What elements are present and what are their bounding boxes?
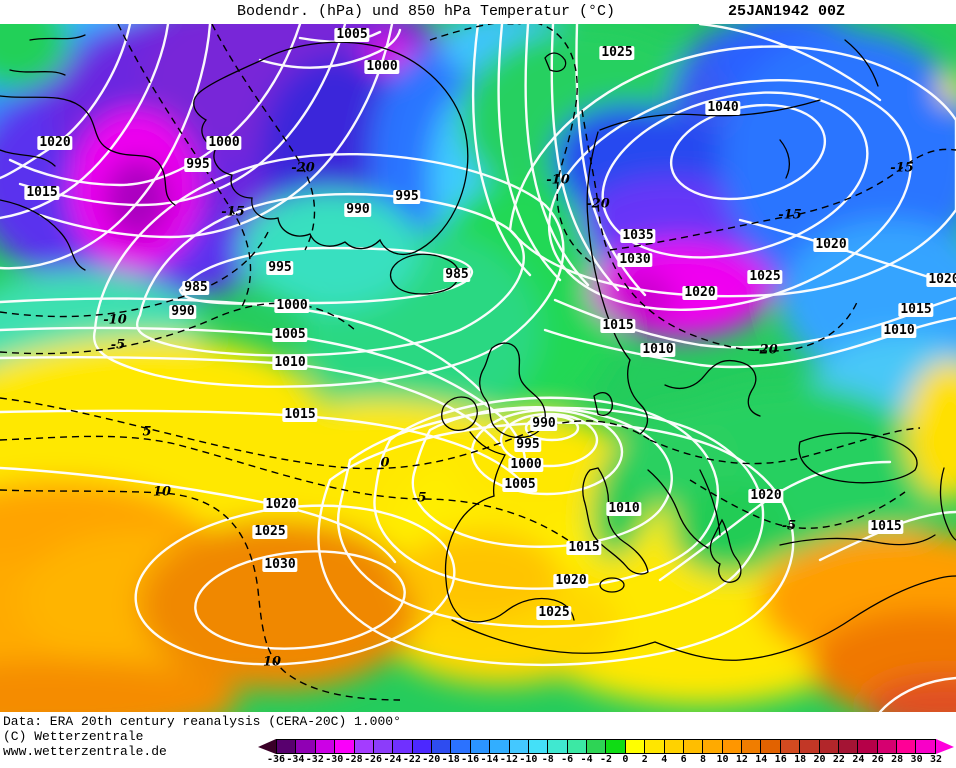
colorbar-cell (916, 740, 935, 753)
colorbar-cell (548, 740, 568, 753)
colorbar-tick: -14 (480, 754, 499, 765)
colorbar-cell (432, 740, 452, 753)
colorbar-tick: 32 (929, 754, 943, 765)
colorbar-cell (645, 740, 665, 753)
colorbar-tick: -10 (519, 754, 538, 765)
copyright-text: (C) Wetterzentrale (3, 729, 144, 744)
colorbar-cell (683, 740, 704, 753)
chart-title: Bodendr. (hPa) und 850 hPa Temperatur (°… (237, 3, 616, 20)
colorbar-cell (587, 740, 607, 753)
colorbar-tick: 26 (871, 754, 884, 765)
colorbar-cell (315, 740, 336, 753)
colorbar-cell (800, 740, 820, 753)
colorbar-cell (742, 740, 762, 753)
colorbar-left-arrow (258, 739, 276, 754)
colorbar-tick: 12 (735, 754, 748, 765)
colorbar-tick: 16 (774, 754, 787, 765)
coastlines (0, 34, 956, 661)
colorbar-tick: -8 (541, 754, 554, 765)
isotherm-lines (0, 24, 956, 701)
colorbar-cell (858, 740, 878, 753)
colorbar-tick: 18 (794, 754, 807, 765)
colorbar-cell (470, 740, 491, 753)
colorbar-cell (373, 740, 394, 753)
colorbar-tick: -22 (402, 754, 421, 765)
colorbar-tick: -24 (383, 754, 402, 765)
colorbar-tick: 24 (852, 754, 865, 765)
colorbar-cell (490, 740, 510, 753)
colorbar-cell (567, 740, 587, 753)
colorbar-tick: 28 (891, 754, 904, 765)
colorbar-cell (393, 740, 413, 753)
colorbar-cell (897, 740, 917, 753)
colorbar-tick: 30 (910, 754, 923, 765)
colorbar-cell (528, 740, 549, 753)
colorbar-tick: -2 (599, 754, 613, 765)
colorbar-cell (606, 740, 626, 753)
colorbar-tick: 2 (641, 754, 648, 765)
data-source-text: Data: ERA 20th century reanalysis (CERA-… (3, 714, 401, 729)
colorbar-tick: -18 (441, 754, 460, 765)
colorbar-cell (354, 740, 374, 753)
colorbar-cell (625, 740, 646, 753)
colorbar-tick: 4 (661, 754, 668, 765)
colorbar-cell (509, 740, 529, 753)
colorbar-cell (838, 740, 859, 753)
map-area (0, 24, 956, 712)
colorbar-tick-labels: -36 -34 -32 -30 -28 -26 -24 -22 -20 -18 -16 -14 -12-… (258, 754, 954, 766)
colorbar-cell (761, 740, 781, 753)
colorbar-tick: -36 (266, 754, 286, 765)
colorbar-tick: 6 (680, 754, 687, 765)
colorbar-cell (296, 740, 316, 753)
colorbar-tick: -34 (286, 754, 305, 765)
colorbar-tick: 10 (716, 754, 729, 765)
colorbar-tick: -6 (561, 754, 574, 765)
colorbar-tick: -4 (580, 754, 593, 765)
title-bar: Bodendr. (hPa) und 850 hPa Temperatur (°… (0, 0, 956, 24)
colorbar-right-arrow (936, 739, 954, 754)
colorbar-tick: 0 (622, 754, 629, 765)
colorbar-tick: -20 (422, 754, 441, 765)
weather-map-graphic (0, 24, 956, 712)
colorbar-tick: 8 (700, 754, 707, 765)
colorbar-cell (412, 740, 432, 753)
colorbar-cells (276, 739, 936, 754)
temperature-shading (0, 24, 956, 712)
colorbar-cell (877, 740, 897, 753)
colorbar-cell (451, 740, 471, 753)
colorbar-tick: 14 (755, 754, 768, 765)
colorbar-tick: 20 (813, 754, 826, 765)
colorbar-cell (703, 740, 723, 753)
colorbar-tick: -16 (461, 754, 480, 765)
chart-datetime: 25JAN1942 00Z (728, 3, 846, 20)
colorbar-tick: 22 (832, 754, 845, 765)
colorbar-cell (664, 740, 684, 753)
colorbar-tick: -30 (325, 754, 344, 765)
website-text: www.wetterzentrale.de (3, 744, 167, 759)
footer: Data: ERA 20th century reanalysis (CERA-… (0, 712, 956, 768)
colorbar-cell (277, 740, 297, 753)
colorbar-tick: -28 (344, 754, 363, 765)
colorbar-cell (780, 740, 801, 753)
colorbar-tick: -12 (499, 754, 518, 765)
colorbar-cell (722, 740, 742, 753)
temperature-colorbar: -36 -34 -32 -30 -28 -26 -24 -22 -20 -18 -16 -14 -12-… (258, 739, 954, 767)
colorbar-cell (335, 740, 355, 753)
colorbar-tick: -26 (364, 754, 383, 765)
colorbar-tick: -32 (305, 754, 324, 765)
colorbar-cell (819, 740, 839, 753)
